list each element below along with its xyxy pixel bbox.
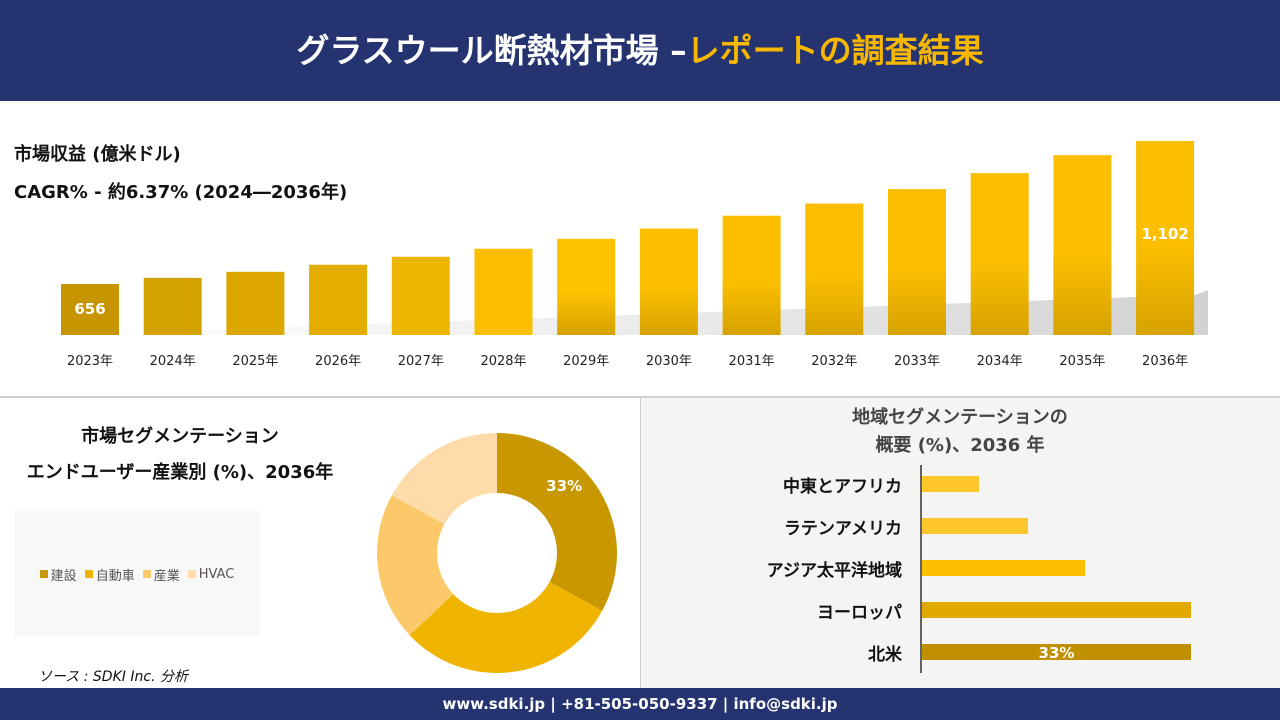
- legend-item: 自動車: [84, 565, 135, 584]
- revenue-bar-chart: 2023年 656 2024年 2025年 2026年 2027年 2028年 2029年 20…: [60, 141, 1208, 369]
- x-tick-label: 2024年: [150, 354, 196, 369]
- legend-swatch: [142, 570, 151, 578]
- bar-2029年: [557, 238, 616, 335]
- bar-2034年: [970, 173, 1029, 335]
- donut-slice-自動車: [409, 581, 603, 673]
- bar-2024年: [143, 277, 202, 335]
- bar-2023年: [61, 284, 119, 335]
- region-label: ヨーロッパ: [817, 603, 902, 623]
- bar-2031年: [722, 215, 781, 335]
- legend-label: HVAC: [198, 566, 235, 582]
- x-tick-label: 2030年: [646, 354, 692, 369]
- x-tick-label: 2027年: [398, 354, 444, 369]
- legend-item: HVAC: [187, 566, 235, 582]
- region-bar-ヨーロッパ: [922, 602, 1191, 618]
- legend-swatch: [187, 570, 196, 578]
- legend-label: 建設: [50, 568, 77, 584]
- region-label: アジア太平洋地域: [766, 561, 902, 581]
- legend-label: 産業: [153, 568, 180, 584]
- bar-2030年: [639, 228, 698, 335]
- x-tick-label: 2025年: [232, 354, 278, 369]
- title-main: グラスウール断熱材市場 –: [296, 31, 687, 70]
- x-tick-label: 2023年: [67, 354, 113, 369]
- legend-swatch: [84, 570, 93, 578]
- x-tick-label: 2032年: [811, 354, 857, 369]
- bar-2035年: [1053, 155, 1112, 335]
- legend-item: 建設: [39, 565, 77, 584]
- data-label: 656: [74, 300, 105, 318]
- bar-2028年: [474, 248, 533, 335]
- bar-2026年: [309, 264, 368, 335]
- bar-2027年: [391, 256, 450, 335]
- region-bar-アジア太平洋地域: [922, 560, 1086, 576]
- donut-slice-建設: [497, 433, 617, 611]
- cagr-text: CAGR% - 約6.37% (2024―2036年): [14, 182, 348, 203]
- region-bar-北米: [922, 644, 1191, 660]
- segment-title-2: エンドユーザー産業別 (%)、2036年: [26, 462, 334, 483]
- x-tick-label: 2026年: [315, 354, 361, 369]
- bar-2025年: [226, 271, 285, 335]
- x-tick-label: 2033年: [894, 354, 940, 369]
- x-tick-label: 2031年: [729, 354, 775, 369]
- region-label: ラテンアメリカ: [783, 519, 902, 539]
- data-label: 1,102: [1141, 225, 1188, 243]
- page-header: グラスウール断熱材市場 –レポートの調査結果: [0, 0, 1280, 101]
- segment-title-1: 市場セグメンテーション: [81, 426, 279, 447]
- x-tick-label: 2036年: [1142, 354, 1188, 369]
- region-label: 北米: [868, 645, 902, 665]
- bar-2036年: [1136, 141, 1195, 335]
- title-accent: レポートの調査結果: [686, 31, 984, 70]
- region-panel: [640, 398, 1280, 688]
- footer-contact: www.sdki.jp | +81-505-050-9337 | info@sd…: [0, 688, 1280, 720]
- region-title-1: 地域セグメンテーションの: [852, 407, 1068, 428]
- donut-data-label: 33%: [546, 477, 582, 495]
- divider: [0, 396, 1280, 398]
- x-tick-label: 2035年: [1059, 354, 1105, 369]
- region-data-label: 33%: [1039, 644, 1075, 662]
- donut-slice-産業: [377, 495, 454, 636]
- bar-2032年: [805, 203, 864, 335]
- region-bar-ラテンアメリカ: [922, 518, 1028, 534]
- x-tick-label: 2029年: [563, 354, 609, 369]
- revenue-title: 市場収益 (億米ドル): [14, 144, 181, 165]
- legend-label: 自動車: [95, 568, 135, 584]
- x-tick-label: 2028年: [480, 354, 526, 369]
- region-bar-中東とアフリカ: [922, 476, 980, 492]
- donut-legend: 建設 自動車 産業 HVAC: [14, 511, 260, 637]
- donut-slice-HVAC: [391, 433, 497, 525]
- source-note: ソース : SDKI Inc. 分析: [38, 669, 188, 685]
- legend-swatch: [39, 570, 48, 578]
- region-label: 中東とアフリカ: [783, 477, 902, 497]
- donut-chart: 33%: [377, 433, 617, 673]
- region-title-2: 概要 (%)、2036 年: [875, 435, 1045, 456]
- region-title: 地域セグメンテーションの 概要 (%)、2036 年: [640, 404, 1280, 460]
- x-tick-label: 2034年: [977, 354, 1023, 369]
- legend-item: 産業: [142, 565, 180, 584]
- bar-2033年: [888, 189, 946, 335]
